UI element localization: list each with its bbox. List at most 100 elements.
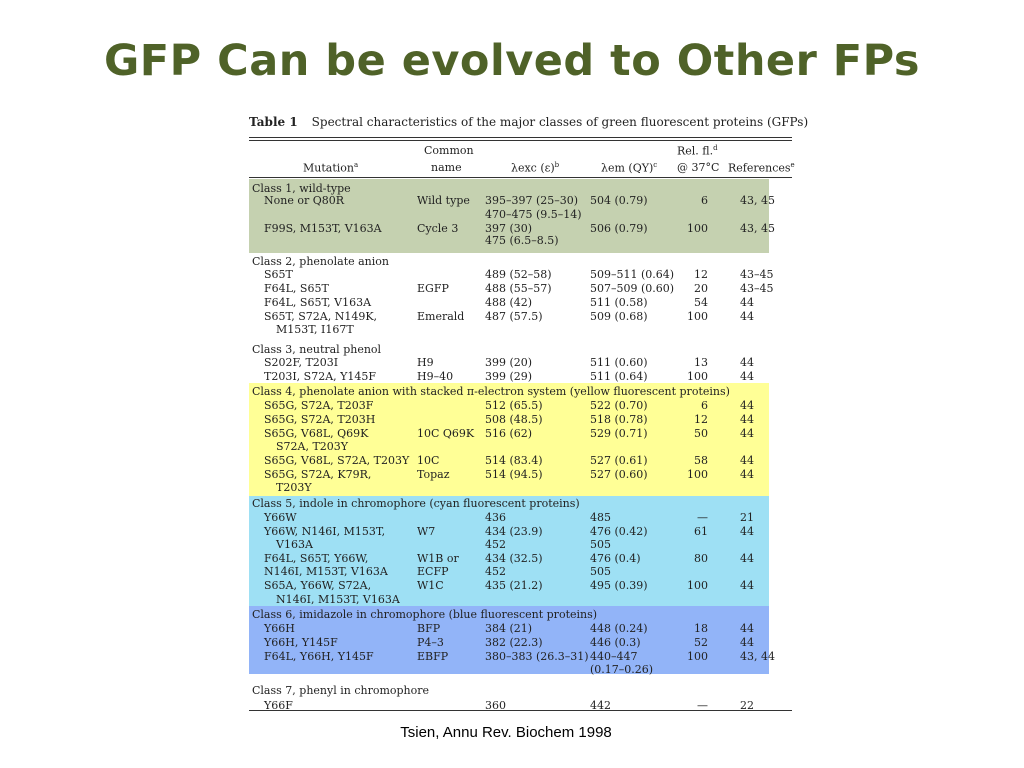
excitation-cell: 489 (52–58) — [485, 268, 552, 281]
emission-cell: 446 (0.3) — [590, 636, 641, 649]
slide-title: GFP Can be evolved to Other FPs — [104, 36, 920, 86]
emission-cell: 511 (0.58) — [590, 296, 648, 309]
mutation-cell: N146I, M153T, V163A — [264, 565, 388, 578]
relative-fluorescence-cell: 12 — [694, 413, 708, 426]
class-header-row: Class 4, phenolate anion with stacked π-… — [249, 385, 792, 399]
relative-fluorescence-cell: 100 — [687, 579, 708, 592]
class1-band — [249, 179, 769, 253]
emission-cell: 476 (0.4) — [590, 552, 641, 565]
header-exc: λexc (ε)b — [511, 161, 560, 175]
references-cell: 44 — [740, 427, 754, 440]
common-name-cell: P4–3 — [417, 636, 444, 649]
mutation-cell: Y66H, Y145F — [264, 636, 338, 649]
relative-fluorescence-cell: 52 — [694, 636, 708, 649]
mutation-cell: S65G, V68L, S72A, T203Y — [264, 454, 410, 467]
mutation-cell: S65G, S72A, T203F — [264, 399, 374, 412]
relative-fluorescence-cell: 100 — [687, 370, 708, 383]
mutation-cell: S202F, T203I — [264, 356, 339, 369]
common-name-cell: Cycle 3 — [417, 222, 459, 235]
table-row: S65G, S72A, K79R, Topaz 514 (94.5) 527 (0.6… — [249, 468, 792, 482]
emission-cell: 527 (0.60) — [590, 468, 648, 481]
emission-cell: 504 (0.79) — [590, 194, 648, 207]
emission-cell: 506 (0.79) — [590, 222, 648, 235]
class-title: Class 7, phenyl in chromophore — [252, 684, 430, 697]
excitation-cell: 434 (32.5) — [485, 552, 543, 565]
references-cell: 22 — [740, 699, 754, 712]
relative-fluorescence-cell: 18 — [694, 622, 708, 635]
header-mutation: Mutationa — [303, 161, 359, 175]
emission-cell: 440–447 — [590, 650, 638, 663]
references-cell: 44 — [740, 552, 754, 565]
mutation-cell: Y66W, N146I, M153T, — [264, 525, 386, 538]
references-cell: 44 — [740, 413, 754, 426]
top-rule-1 — [249, 137, 792, 138]
common-name-cell: Emerald — [417, 310, 465, 323]
common-name-cell: Topaz — [417, 468, 450, 481]
references-cell: 44 — [740, 622, 754, 635]
table-row: None or Q80R Wild type 395–397 (25–30) 504 … — [249, 194, 792, 208]
header-relfl-line1: Rel. fl.d — [677, 144, 718, 158]
mutation-cell: Y66W — [264, 511, 297, 524]
excitation-cell: 516 (62) — [485, 427, 533, 440]
table-row: Y66W, N146I, M153T, W7 434 (23.9) 476 (0.42… — [249, 525, 792, 539]
common-name-cell: BFP — [417, 622, 441, 635]
excitation-cell: 512 (65.5) — [485, 399, 543, 412]
table-row: M153T, I167T — [249, 323, 792, 337]
excitation-cell: 452 — [485, 565, 506, 578]
mutation-cell: F64L, Y66H, Y145F — [264, 650, 374, 663]
relative-fluorescence-cell: 54 — [694, 296, 708, 309]
table-row: F99S, M153T, V163A Cycle 3 397 (30) 506 (0.… — [249, 222, 792, 236]
relative-fluorescence-cell: 58 — [694, 454, 708, 467]
relative-fluorescence-cell: — — [697, 699, 708, 712]
header-em: λem (QY)c — [601, 161, 658, 175]
class-header-row: Class 2, phenolate anion — [249, 255, 792, 269]
mutation-cell: F99S, M153T, V163A — [264, 222, 382, 235]
mutation-cell: S65T, S72A, N149K, — [264, 310, 378, 323]
emission-cell: 518 (0.78) — [590, 413, 648, 426]
table-row: Y66H BFP 384 (21) 448 (0.24) 18 44 — [249, 622, 792, 636]
mutation-cell: S65G, S72A, T203H — [264, 413, 376, 426]
table-caption: Table 1 Spectral characteristics of the m… — [249, 115, 808, 129]
emission-cell: 511 (0.64) — [590, 370, 648, 383]
excitation-cell: 436 — [485, 511, 506, 524]
references-cell: 44 — [740, 399, 754, 412]
class-header-row: Class 1, wild-type — [249, 182, 792, 196]
mutation-cell: N146I, M153T, V163A — [276, 593, 400, 606]
excitation-cell: 475 (6.5–8.5) — [485, 234, 559, 247]
table-row: S202F, T203I H9 399 (20) 511 (0.60) 13 44 — [249, 356, 792, 370]
excitation-cell: 508 (48.5) — [485, 413, 543, 426]
mutation-cell: S65G, V68L, Q69K — [264, 427, 369, 440]
table-row: V163A 452 505 — [249, 538, 792, 552]
excitation-cell: 487 (57.5) — [485, 310, 543, 323]
table-row: 475 (6.5–8.5) — [249, 234, 792, 248]
common-name-cell: ECFP — [417, 565, 449, 578]
relative-fluorescence-cell: — — [697, 511, 708, 524]
excitation-cell: 470–475 (9.5–14) — [485, 208, 582, 221]
references-cell: 44 — [740, 356, 754, 369]
relative-fluorescence-cell: 100 — [687, 222, 708, 235]
bottom-rule — [249, 710, 792, 711]
mutation-cell: None or Q80R — [264, 194, 345, 207]
references-cell: 44 — [740, 636, 754, 649]
table-row: S65T 489 (52–58) 509–511 (0.64) 12 43–45 — [249, 268, 792, 282]
table-row: F64L, S65T EGFP 488 (55–57) 507–509 (0.60) 2… — [249, 282, 792, 296]
table-row: S65T, S72A, N149K, Emerald 487 (57.5) 509 (… — [249, 310, 792, 324]
excitation-cell: 488 (55–57) — [485, 282, 552, 295]
table-row: N146I, M153T, V163A — [249, 593, 792, 607]
relative-fluorescence-cell: 100 — [687, 310, 708, 323]
table-row: Y66H, Y145F P4–3 382 (22.3) 446 (0.3) 52 44 — [249, 636, 792, 650]
table-row: S65G, S72A, T203H 508 (48.5) 518 (0.78) 12 4… — [249, 413, 792, 427]
relative-fluorescence-cell: 13 — [694, 356, 708, 369]
relative-fluorescence-cell: 100 — [687, 650, 708, 663]
references-cell: 44 — [740, 454, 754, 467]
references-cell: 44 — [740, 370, 754, 383]
references-cell: 44 — [740, 525, 754, 538]
common-name-cell: H9–40 — [417, 370, 454, 383]
excitation-cell: 360 — [485, 699, 506, 712]
class-title: Class 5, indole in chromophore (cyan flu… — [252, 497, 580, 510]
relative-fluorescence-cell: 80 — [694, 552, 708, 565]
excitation-cell: 488 (42) — [485, 296, 533, 309]
table-caption-text: Spectral characteristics of the major cl… — [311, 115, 809, 129]
excitation-cell: 384 (21) — [485, 622, 533, 635]
relative-fluorescence-cell: 20 — [694, 282, 708, 295]
